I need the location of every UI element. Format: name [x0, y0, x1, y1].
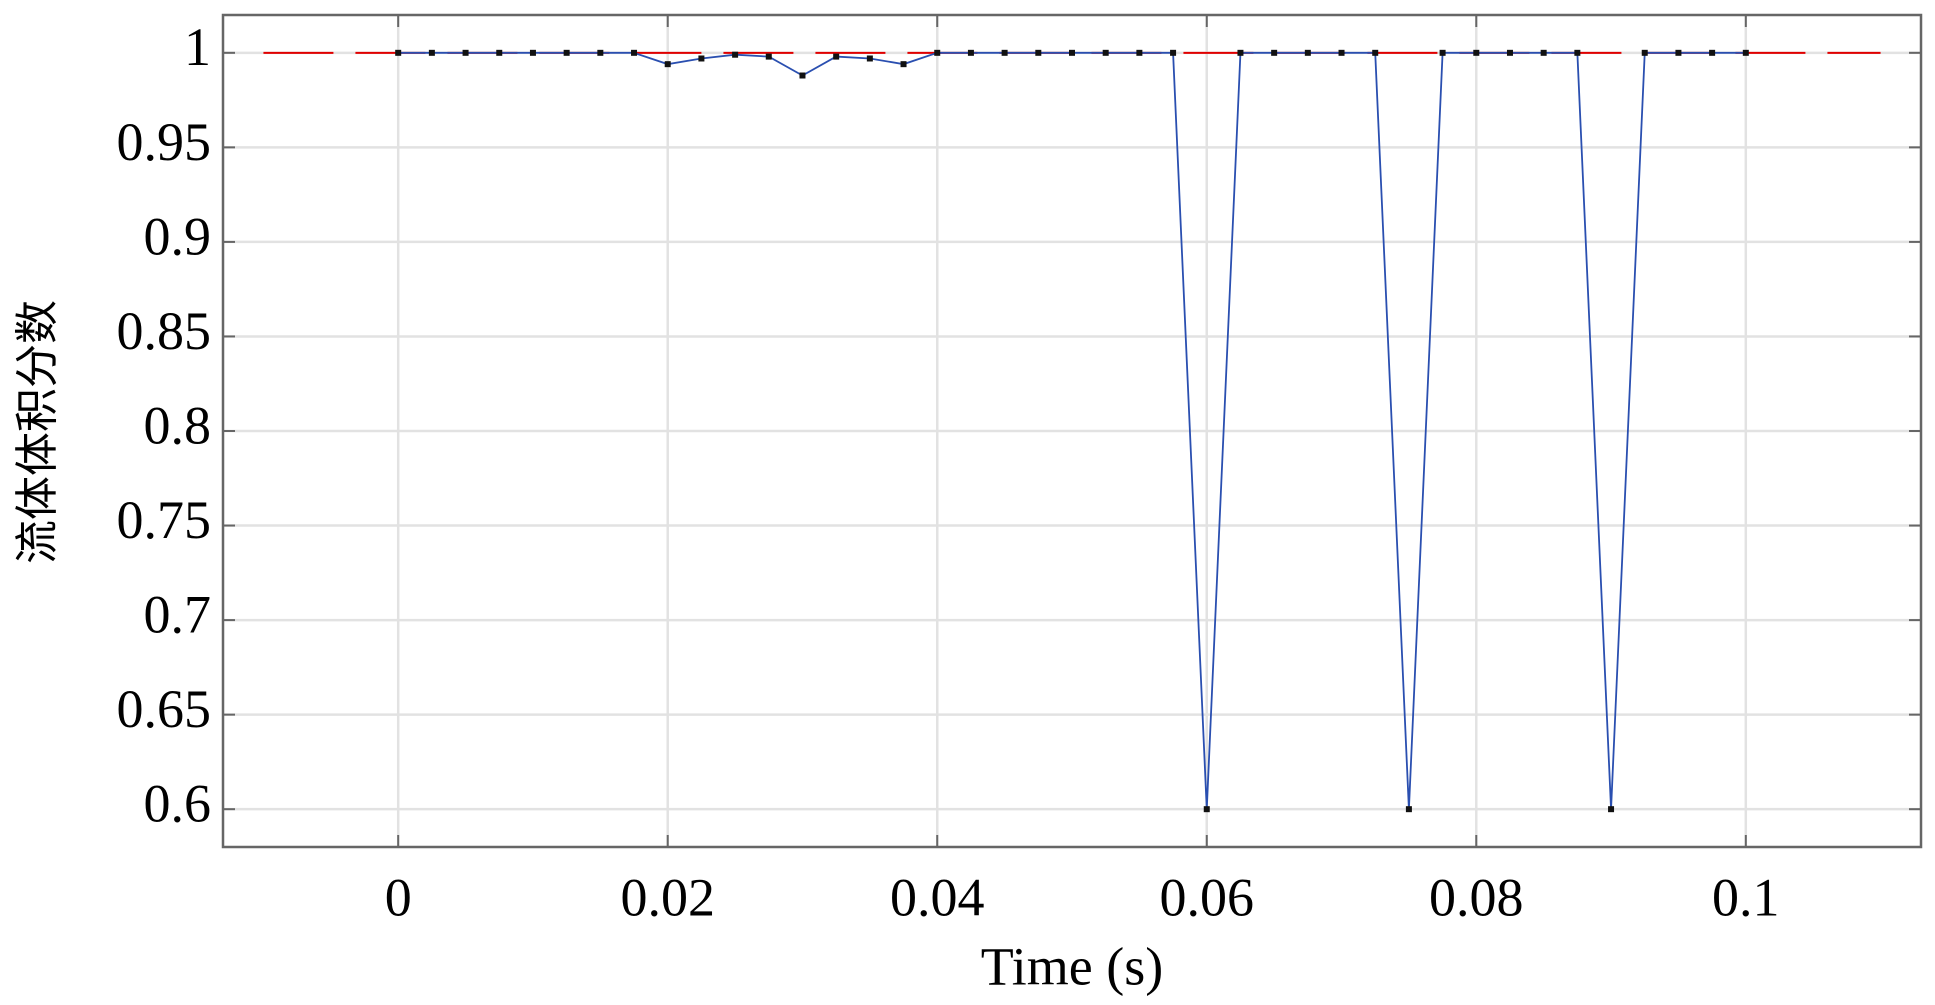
- data-marker: [1372, 49, 1379, 56]
- data-marker: [1574, 49, 1581, 56]
- y-tick-label: 0.65: [117, 679, 212, 739]
- data-marker: [1035, 49, 1042, 56]
- y-tick-label: 0.6: [144, 774, 212, 834]
- x-tick-label: 0.04: [890, 867, 985, 927]
- x-tick-label: 0.1: [1712, 867, 1780, 927]
- x-axis-label: Time (s): [981, 936, 1164, 996]
- plot-frame: [221, 13, 1923, 849]
- data-marker: [967, 49, 974, 56]
- data-marker: [732, 51, 739, 58]
- x-tick-label: 0.08: [1429, 867, 1524, 927]
- data-marker: [799, 72, 806, 79]
- y-tick-label: 1: [184, 17, 211, 77]
- data-marker: [1170, 49, 1177, 56]
- data-marker: [765, 53, 772, 60]
- y-tick-label: 0.95: [117, 112, 212, 172]
- data-marker: [1102, 49, 1109, 56]
- data-marker: [1506, 49, 1513, 56]
- data-marker: [529, 49, 536, 56]
- data-marker: [664, 61, 671, 68]
- y-tick-label: 0.9: [144, 206, 212, 266]
- data-marker: [833, 53, 840, 60]
- data-marker: [395, 49, 402, 56]
- data-marker: [1473, 49, 1480, 56]
- data-marker: [1001, 49, 1008, 56]
- data-marker: [1237, 49, 1244, 56]
- data-marker: [428, 49, 435, 56]
- data-marker: [1136, 49, 1143, 56]
- y-tick-label: 0.7: [144, 584, 212, 644]
- x-tick-label: 0.02: [620, 867, 715, 927]
- data-marker: [900, 61, 907, 68]
- data-marker: [934, 49, 941, 56]
- data-marker: [1304, 49, 1311, 56]
- data-marker: [1540, 49, 1547, 56]
- data-marker: [631, 49, 638, 56]
- data-marker: [496, 49, 503, 56]
- data-marker: [597, 49, 604, 56]
- data-marker: [698, 55, 705, 62]
- y-tick-label: 0.8: [144, 395, 212, 455]
- data-marker: [1439, 49, 1446, 56]
- data-marker: [1641, 49, 1648, 56]
- data-marker: [1338, 49, 1345, 56]
- data-marker: [462, 49, 469, 56]
- data-marker: [1271, 49, 1278, 56]
- data-marker: [1675, 49, 1682, 56]
- data-marker: [1709, 49, 1716, 56]
- data-marker: [563, 49, 570, 56]
- data-marker: [1405, 806, 1412, 813]
- y-tick-label: 0.85: [117, 301, 212, 361]
- y-axis-label: 流体体积分数: [12, 300, 63, 564]
- data-marker: [1203, 806, 1210, 813]
- y-tick-label: 0.75: [117, 490, 212, 550]
- x-tick-label: 0: [385, 867, 412, 927]
- data-marker: [1069, 49, 1075, 56]
- data-marker: [1742, 49, 1749, 56]
- data-marker: [866, 55, 873, 62]
- data-marker: [1608, 806, 1615, 813]
- x-tick-label: 0.06: [1160, 867, 1255, 927]
